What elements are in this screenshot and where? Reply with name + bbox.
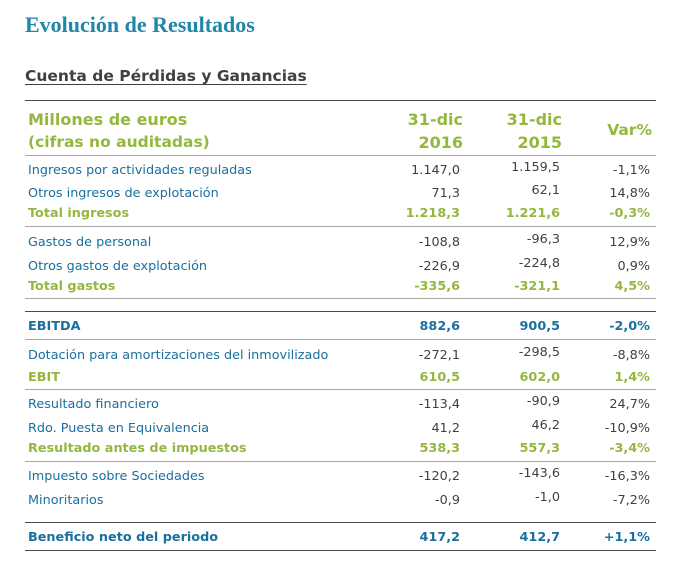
- table-row: Resultado financiero -113,4 -90,9 24,7%: [25, 394, 656, 415]
- table-row-ebitda: EBITDA 882,6 900,5 -2,0%: [25, 317, 656, 337]
- divider: [25, 311, 656, 312]
- value-2016: 71,3: [431, 186, 461, 201]
- value-2015: 412,7: [519, 530, 560, 545]
- value-2016: -113,4: [418, 397, 460, 412]
- table-row-total: Total ingresos 1.218,3 1.221,6 -0,3%: [25, 204, 656, 224]
- value-var: -10,9%: [604, 421, 650, 436]
- row-label: Beneficio neto del periodo: [28, 530, 219, 545]
- row-label: Resultado financiero: [28, 397, 159, 412]
- header-col-var: Var%: [607, 121, 652, 139]
- header-col-2015-date: 31-dic: [506, 110, 562, 129]
- value-2015: 900,5: [519, 319, 560, 334]
- value-2016: -335,6: [414, 279, 460, 294]
- row-label: Otros ingresos de explotación: [28, 186, 219, 201]
- row-label: Dotación para amortizaciones del inmovil…: [28, 348, 329, 363]
- table-row-total: EBIT 610,5 602,0 1,4%: [25, 368, 656, 388]
- value-var: -16,3%: [604, 469, 650, 484]
- value-2015: -224,8: [518, 256, 560, 271]
- page-title: Evolución de Resultados: [25, 12, 255, 37]
- value-2016: 1.218,3: [405, 206, 460, 221]
- table-row: Dotación para amortizaciones del inmovil…: [25, 345, 656, 366]
- divider: [25, 155, 656, 156]
- value-2015: 1.221,6: [505, 206, 560, 221]
- row-label: EBIT: [28, 370, 60, 385]
- value-2015: -321,1: [514, 279, 560, 294]
- header-units: Millones de euros: [28, 110, 188, 129]
- value-2015: -96,3: [526, 232, 560, 247]
- table-row: Gastos de personal -108,8 -96,3 12,9%: [25, 232, 656, 253]
- value-2016: 41,2: [431, 421, 461, 436]
- value-2016: -226,9: [418, 259, 460, 274]
- value-var: -2,0%: [609, 319, 650, 334]
- table-row: Minoritarios -0,9 -1,0 -7,2%: [25, 490, 656, 511]
- row-label: Total ingresos: [28, 206, 130, 221]
- row-label: EBITDA: [28, 319, 81, 334]
- value-var: 4,5%: [614, 279, 651, 294]
- value-2016: 1.147,0: [411, 163, 460, 178]
- value-2016: -272,1: [418, 348, 460, 363]
- row-label: Minoritarios: [28, 493, 104, 508]
- divider: [25, 522, 656, 523]
- header-col-2015-year: 2015: [517, 133, 562, 152]
- table-row-total: Resultado antes de impuestos 538,3 557,3…: [25, 439, 656, 459]
- value-2016: 882,6: [419, 319, 460, 334]
- value-var: 0,9%: [617, 259, 650, 274]
- divider: [25, 339, 656, 340]
- value-2015: 602,0: [519, 370, 560, 385]
- value-2015: 46,2: [531, 418, 561, 433]
- section-subtitle: Cuenta de Pérdidas y Ganancias: [25, 67, 307, 85]
- header-unaudited: (cifras no auditadas): [28, 133, 210, 151]
- value-2016: 538,3: [419, 441, 460, 456]
- table-row: Otros ingresos de explotación 71,3 62,1 …: [25, 183, 656, 204]
- header-col-2016-date: 31-dic: [407, 110, 463, 129]
- row-label: Total gastos: [28, 279, 116, 294]
- value-2016: 610,5: [419, 370, 460, 385]
- table-row: Otros gastos de explotación -226,9 -224,…: [25, 256, 656, 277]
- value-var: +1,1%: [603, 530, 650, 545]
- value-var: 12,9%: [609, 235, 650, 250]
- table-row-total: Total gastos -335,6 -321,1 4,5%: [25, 277, 656, 297]
- header-col-2016-year: 2016: [418, 133, 463, 152]
- row-label: Rdo. Puesta en Equivalencia: [28, 421, 210, 436]
- value-var: 24,7%: [609, 397, 650, 412]
- table-row: Rdo. Puesta en Equivalencia 41,2 46,2 -1…: [25, 418, 656, 439]
- value-2015: 557,3: [519, 441, 560, 456]
- value-var: 1,4%: [614, 370, 651, 385]
- value-2015: 1.159,5: [511, 160, 560, 175]
- row-label: Otros gastos de explotación: [28, 259, 208, 274]
- value-2015: -1,0: [535, 490, 560, 505]
- divider: [25, 461, 656, 462]
- value-2015: -143,6: [518, 466, 560, 481]
- value-2015: -298,5: [518, 345, 560, 360]
- divider: [25, 298, 656, 299]
- table-row: Impuesto sobre Sociedades -120,2 -143,6 …: [25, 466, 656, 487]
- value-2016: -108,8: [418, 235, 460, 250]
- row-label: Impuesto sobre Sociedades: [28, 469, 205, 484]
- header-top-rule: [25, 100, 656, 101]
- row-label: Ingresos por actividades reguladas: [28, 163, 252, 178]
- value-2015: 62,1: [531, 183, 561, 198]
- value-var: 14,8%: [609, 186, 650, 201]
- value-var: -3,4%: [609, 441, 650, 456]
- value-var: -0,3%: [609, 206, 650, 221]
- divider: [25, 226, 656, 227]
- value-var: -8,8%: [612, 348, 650, 363]
- divider: [25, 389, 656, 390]
- value-var: -7,2%: [612, 493, 650, 508]
- table-row: Ingresos por actividades reguladas 1.147…: [25, 160, 656, 181]
- value-2016: 417,2: [419, 530, 460, 545]
- value-2016: -0,9: [435, 493, 460, 508]
- table-bottom-rule: [25, 550, 656, 551]
- row-label: Gastos de personal: [28, 235, 152, 250]
- value-var: -1,1%: [612, 163, 650, 178]
- table-row-net-profit: Beneficio neto del periodo 417,2 412,7 +…: [25, 528, 656, 548]
- row-label: Resultado antes de impuestos: [28, 441, 247, 456]
- value-2015: -90,9: [526, 394, 560, 409]
- value-2016: -120,2: [418, 469, 460, 484]
